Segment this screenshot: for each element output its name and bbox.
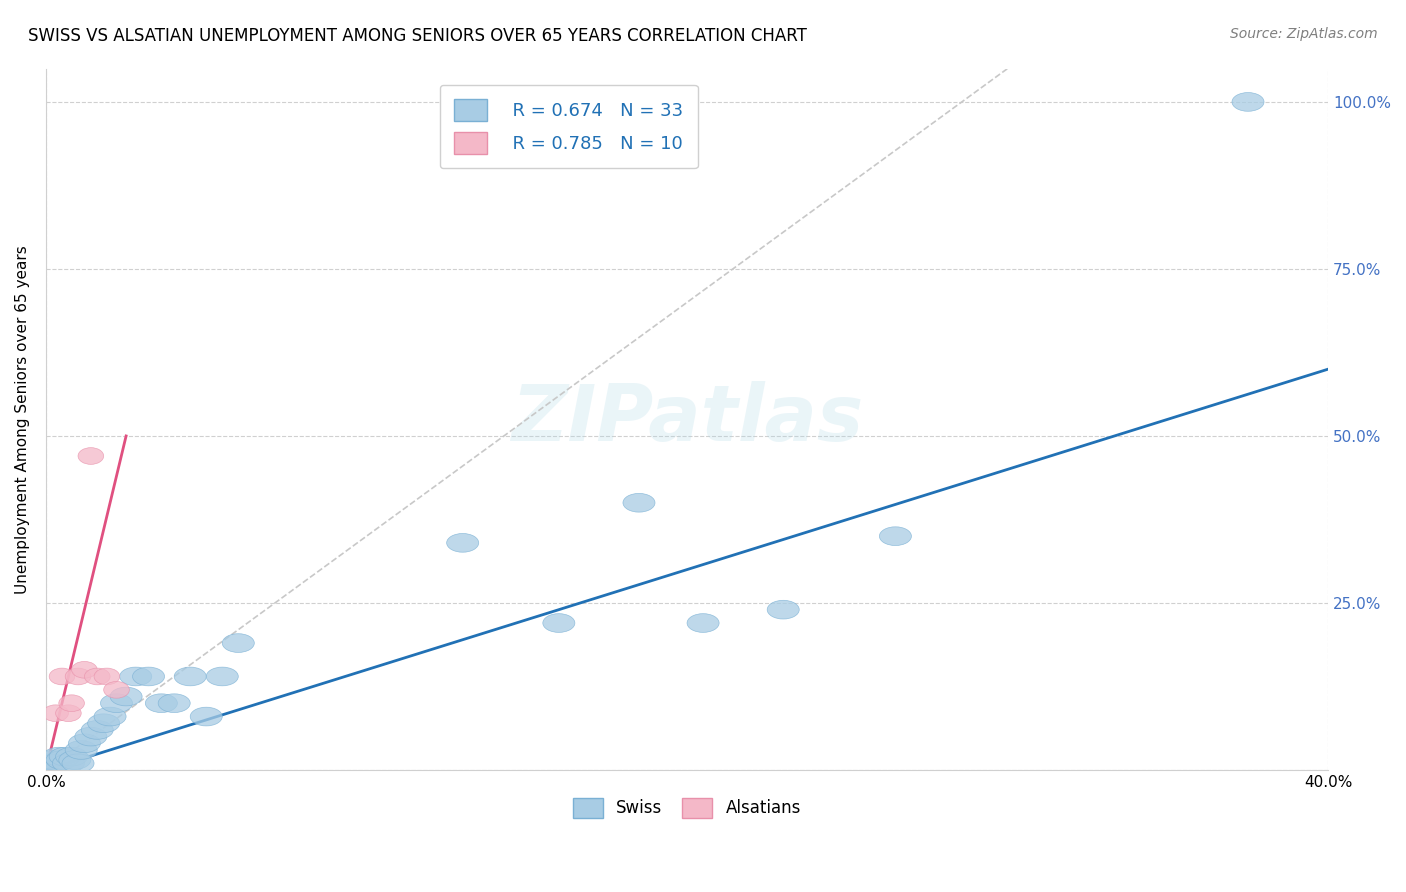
Text: SWISS VS ALSATIAN UNEMPLOYMENT AMONG SENIORS OVER 65 YEARS CORRELATION CHART: SWISS VS ALSATIAN UNEMPLOYMENT AMONG SEN… (28, 27, 807, 45)
Legend: Swiss, Alsatians: Swiss, Alsatians (567, 791, 808, 825)
Text: ZIPatlas: ZIPatlas (510, 381, 863, 458)
Text: Source: ZipAtlas.com: Source: ZipAtlas.com (1230, 27, 1378, 41)
Y-axis label: Unemployment Among Seniors over 65 years: Unemployment Among Seniors over 65 years (15, 245, 30, 594)
